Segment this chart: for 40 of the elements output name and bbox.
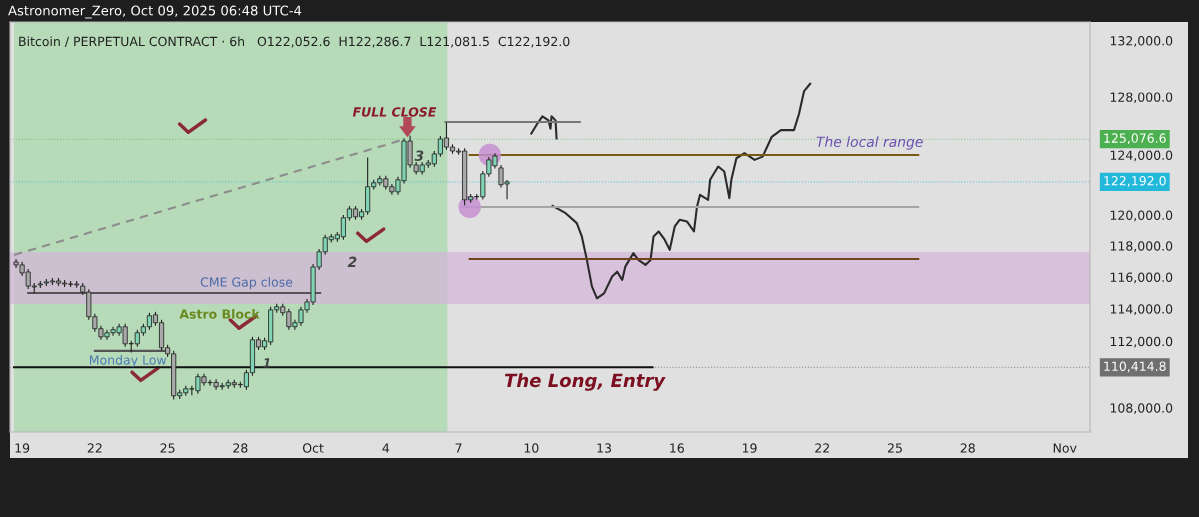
line-series (530, 115, 558, 140)
x-tick-label: Nov (1053, 443, 1077, 453)
x-tick-label: 28 (233, 443, 248, 453)
x-tick-label: 25 (160, 443, 175, 453)
annotation: Astro Block (179, 309, 260, 319)
x-tick-label: 19 (742, 443, 757, 453)
y-tick-label: 112,000.0 (1110, 336, 1173, 348)
ref-line-label: 110,414.8 (1104, 361, 1166, 373)
x-tick-label: 22 (815, 443, 829, 453)
x-tick-label: 22 (87, 443, 102, 453)
annotation: FULL CLOSE (352, 107, 437, 117)
y-tick-label: 120,000.0 (1110, 210, 1173, 222)
ref-line-label: 122,192.0 (1104, 176, 1166, 187)
y-tick-label: 114,000.0 (1110, 304, 1173, 316)
annotation: 2 (347, 256, 357, 267)
x-tick-label: 25 (887, 443, 902, 453)
line-series (551, 82, 812, 300)
ref-line-label: 125,076.6 (1104, 133, 1166, 145)
x-tick-label: 28 (960, 443, 975, 453)
annotation: 3 (414, 150, 424, 161)
annotation: The Long, Entry (504, 373, 666, 391)
x-tick-label: 13 (597, 443, 611, 453)
y-tick-label: 124,000.0 (1110, 150, 1173, 162)
x-tick-label: 10 (524, 443, 539, 453)
y-tick-label: 116,000.0 (1110, 272, 1173, 284)
x-tick-label: 16 (670, 443, 684, 453)
x-tick-label: 7 (455, 443, 462, 453)
x-tick-label: 19 (15, 443, 30, 453)
text: Astronomer_Zero, Oct 09, 2025 06:48 UTC-4 (8, 5, 302, 19)
annotation: Monday Low (89, 355, 167, 368)
x-tick-label: Oct (302, 443, 324, 453)
y-tick-label: 108,000.0 (1110, 403, 1173, 414)
y-tick-label: 132,000.0 (1110, 36, 1173, 47)
x-tick-label: 4 (382, 443, 390, 453)
annotation: The local range (816, 136, 923, 150)
y-tick-label: 128,000.0 (1110, 92, 1173, 104)
y-tick-label: 118,000.0 (1110, 241, 1173, 252)
annotation: 1 (263, 358, 270, 368)
annotation: CME Gap close (200, 277, 293, 290)
text: Bitcoin / PERPETUAL CONTRACT · 6h O122,052.6 H122,286.7 L121,081.5 C122,192.0 (19, 36, 570, 48)
